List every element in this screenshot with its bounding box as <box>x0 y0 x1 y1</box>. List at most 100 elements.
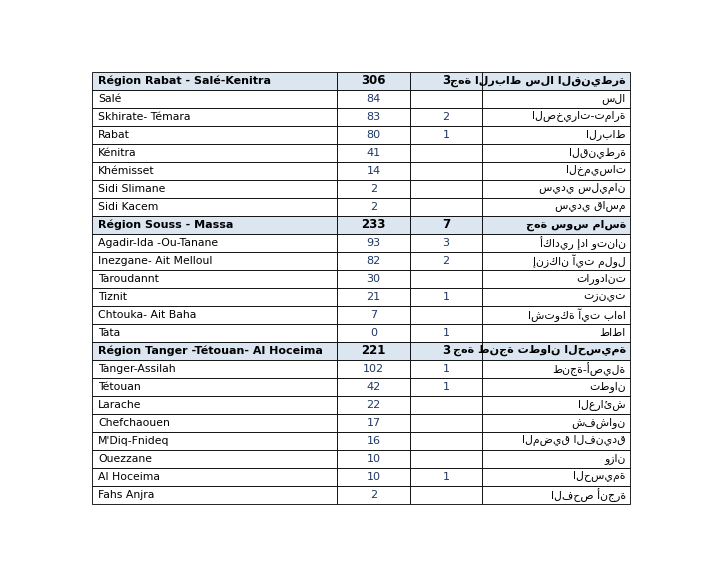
Text: 233: 233 <box>361 218 386 231</box>
Text: 82: 82 <box>367 256 381 266</box>
Bar <box>410 486 482 504</box>
Text: 102: 102 <box>363 364 384 374</box>
Text: Skhirate- Témara: Skhirate- Témara <box>98 112 190 122</box>
Bar <box>92 234 337 252</box>
Bar <box>410 324 482 342</box>
Text: 221: 221 <box>361 344 386 357</box>
Bar <box>482 108 630 126</box>
Text: المضيق الفنيدق: المضيق الفنيدق <box>522 435 626 446</box>
Bar <box>410 180 482 198</box>
Text: 30: 30 <box>367 274 381 284</box>
Bar <box>337 306 410 324</box>
Text: جهة الرباط سلا القنيطرة: جهة الرباط سلا القنيطرة <box>450 75 626 87</box>
Bar <box>482 180 630 198</box>
Bar <box>337 126 410 144</box>
Bar <box>337 468 410 486</box>
Bar <box>92 108 337 126</box>
Bar <box>410 288 482 306</box>
Bar <box>337 144 410 162</box>
Text: Chtouka- Ait Baha: Chtouka- Ait Baha <box>98 310 196 320</box>
Text: 2: 2 <box>443 112 450 122</box>
Text: طاطا: طاطا <box>599 328 626 338</box>
Bar <box>337 90 410 108</box>
Text: Taroudannt: Taroudannt <box>98 274 159 284</box>
Bar <box>337 252 410 270</box>
Text: سيدي قاسم: سيدي قاسم <box>555 201 626 213</box>
Bar <box>337 486 410 504</box>
Bar <box>482 468 630 486</box>
Bar <box>410 252 482 270</box>
Text: إنزكان آيت ملول: إنزكان آيت ملول <box>533 254 626 268</box>
Text: Inezgane- Ait Melloul: Inezgane- Ait Melloul <box>98 256 212 266</box>
Text: الرباط: الرباط <box>586 129 626 140</box>
Bar <box>482 288 630 306</box>
Bar <box>92 324 337 342</box>
Text: 1: 1 <box>443 130 450 140</box>
Bar <box>337 72 410 90</box>
Text: 1: 1 <box>443 382 450 392</box>
Text: 14: 14 <box>367 166 381 176</box>
Text: طنجة-أصيلة: طنجة-أصيلة <box>553 362 626 376</box>
Bar <box>92 432 337 450</box>
Bar <box>337 414 410 432</box>
Bar <box>92 396 337 414</box>
Text: Agadir-Ida -Ou-Tanane: Agadir-Ida -Ou-Tanane <box>98 238 218 248</box>
Bar <box>410 234 482 252</box>
Bar <box>92 378 337 396</box>
Bar <box>337 108 410 126</box>
Bar <box>92 342 337 360</box>
Text: 3: 3 <box>442 344 450 357</box>
Text: 7: 7 <box>442 218 450 231</box>
Text: 2: 2 <box>443 256 450 266</box>
Text: Ouezzane: Ouezzane <box>98 454 152 464</box>
Text: اشتوكة آيت باها: اشتوكة آيت باها <box>528 308 626 321</box>
Bar <box>92 144 337 162</box>
Text: جهة طنجة تطوان الحسيمة: جهة طنجة تطوان الحسيمة <box>453 345 626 356</box>
Bar <box>482 414 630 432</box>
Bar <box>337 216 410 234</box>
Text: سلا: سلا <box>601 93 626 104</box>
Text: 1: 1 <box>443 364 450 374</box>
Text: 16: 16 <box>367 436 381 446</box>
Text: وزان: وزان <box>604 453 626 465</box>
Text: Fahs Anjra: Fahs Anjra <box>98 490 154 500</box>
Bar <box>410 126 482 144</box>
Bar <box>92 72 337 90</box>
Text: 3: 3 <box>442 75 450 87</box>
Text: Rabat: Rabat <box>98 130 130 140</box>
Bar <box>482 342 630 360</box>
Bar <box>92 252 337 270</box>
Bar <box>482 360 630 378</box>
Text: 2: 2 <box>370 490 377 500</box>
Text: الفحص أنجرة: الفحص أنجرة <box>551 488 626 502</box>
Text: تزنيت: تزنيت <box>583 292 626 302</box>
Bar <box>482 216 630 234</box>
Text: 83: 83 <box>367 112 381 122</box>
Bar <box>92 306 337 324</box>
Text: Tétouan: Tétouan <box>98 382 141 392</box>
Bar <box>410 432 482 450</box>
Text: Al Hoceima: Al Hoceima <box>98 472 160 482</box>
Bar <box>92 360 337 378</box>
Bar <box>482 90 630 108</box>
Text: أكادير إدا وتنان: أكادير إدا وتنان <box>540 236 626 250</box>
Bar <box>410 72 482 90</box>
Bar <box>410 378 482 396</box>
Text: الصخيرات-تمارة: الصخيرات-تمارة <box>532 111 626 123</box>
Bar <box>482 72 630 90</box>
Text: جهة سوس ماسة: جهة سوس ماسة <box>525 219 626 230</box>
Text: Kénitra: Kénitra <box>98 148 137 158</box>
Bar <box>482 270 630 288</box>
Text: سيدي سليمان: سيدي سليمان <box>539 184 626 194</box>
Text: 1: 1 <box>443 472 450 482</box>
Text: Tiznit: Tiznit <box>98 292 127 302</box>
Bar <box>337 198 410 216</box>
Text: Région Souss - Massa: Région Souss - Massa <box>98 219 233 230</box>
Text: 42: 42 <box>367 382 381 392</box>
Bar <box>92 468 337 486</box>
Bar <box>337 288 410 306</box>
Text: الخميسات: الخميسات <box>565 165 626 176</box>
Text: Salé: Salé <box>98 94 121 104</box>
Bar <box>337 342 410 360</box>
Text: 93: 93 <box>367 238 381 248</box>
